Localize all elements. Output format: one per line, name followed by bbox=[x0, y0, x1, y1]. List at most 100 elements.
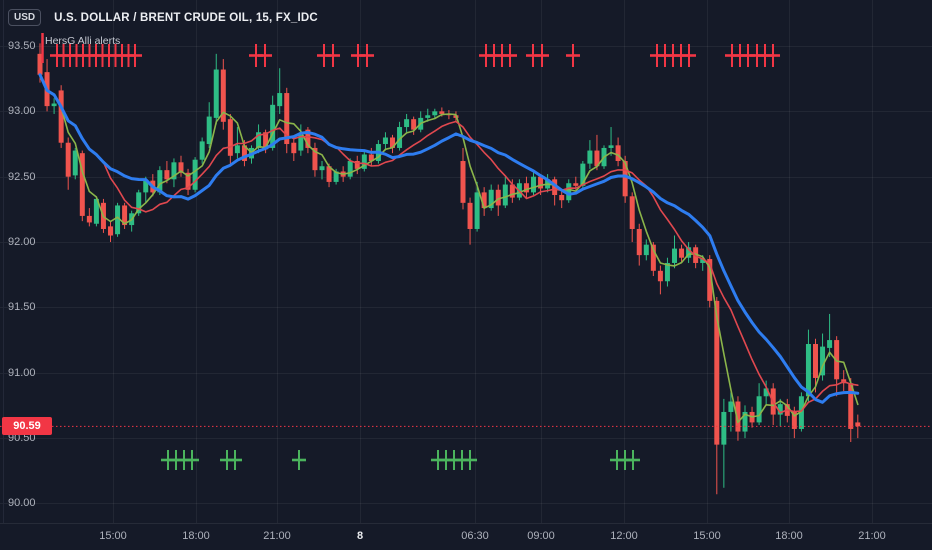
candle-body bbox=[404, 119, 410, 128]
candle-body bbox=[481, 192, 487, 209]
candle-body bbox=[51, 103, 57, 107]
candle-body bbox=[397, 127, 403, 148]
alert-marker-red bbox=[360, 44, 374, 67]
candle-body bbox=[213, 69, 219, 118]
candle-body bbox=[580, 163, 586, 186]
candle-body bbox=[474, 192, 480, 229]
alert-marker-red-group bbox=[50, 44, 780, 67]
candle bbox=[72, 147, 78, 180]
candle-body bbox=[333, 171, 339, 182]
candle bbox=[587, 140, 593, 169]
time-tick-label: 15:00 bbox=[99, 530, 127, 542]
symbol-title[interactable]: U.S. DOLLAR / BRENT CRUDE OIL, 15, FX_ID… bbox=[54, 11, 318, 24]
candle-body bbox=[488, 189, 494, 209]
candle-body bbox=[256, 132, 262, 148]
time-tick-label: 12:00 bbox=[610, 530, 638, 542]
candle-body bbox=[805, 343, 811, 397]
indicator-label[interactable]: HersG Alli alerts bbox=[45, 35, 121, 47]
candle-body bbox=[615, 145, 621, 162]
candle bbox=[672, 235, 677, 269]
candle bbox=[312, 142, 318, 177]
candle bbox=[594, 134, 600, 171]
candle-body bbox=[594, 150, 600, 167]
alert-marker-red bbox=[682, 44, 696, 67]
candle-body bbox=[855, 422, 861, 427]
candle bbox=[213, 53, 219, 125]
ma-line-medium bbox=[39, 74, 859, 414]
candle bbox=[481, 187, 487, 216]
candle-body bbox=[115, 205, 121, 235]
candle-body bbox=[199, 141, 205, 160]
candle-body bbox=[700, 259, 706, 263]
candle-body bbox=[220, 69, 226, 122]
candle-body bbox=[206, 116, 212, 145]
candle bbox=[488, 184, 494, 211]
candle-body bbox=[735, 401, 741, 432]
candle-body bbox=[368, 154, 374, 162]
candle-body bbox=[185, 172, 191, 190]
candle bbox=[185, 168, 191, 195]
candle-body bbox=[291, 142, 297, 154]
candle-body bbox=[143, 180, 149, 193]
candle-body bbox=[86, 215, 92, 223]
candle-body bbox=[509, 184, 515, 198]
candle-body bbox=[227, 119, 233, 156]
price-tick-label: 90.50 bbox=[8, 432, 36, 444]
candle bbox=[108, 221, 113, 243]
pane-left-border bbox=[3, 0, 4, 550]
candle bbox=[291, 137, 297, 162]
candle-body bbox=[657, 270, 663, 282]
price-tick-label: 92.00 bbox=[8, 236, 36, 248]
candle-body bbox=[566, 183, 572, 201]
candle bbox=[566, 179, 572, 203]
candle bbox=[319, 161, 325, 180]
alert-marker-red bbox=[766, 44, 780, 67]
candle bbox=[397, 121, 403, 151]
candle-body bbox=[354, 161, 360, 169]
candle bbox=[270, 95, 276, 151]
ma-line-fast bbox=[39, 74, 859, 424]
candle-body bbox=[756, 396, 762, 423]
candle-body bbox=[425, 115, 431, 118]
candle-body bbox=[664, 262, 670, 282]
candle bbox=[636, 223, 642, 266]
candle bbox=[404, 113, 410, 133]
candle-body bbox=[65, 142, 71, 177]
candle bbox=[756, 383, 762, 426]
alert-marker-red bbox=[326, 44, 340, 67]
candle-body bbox=[432, 111, 438, 116]
candle-body bbox=[411, 119, 417, 130]
candle bbox=[742, 405, 748, 439]
time-tick-label: 21:00 bbox=[263, 530, 291, 542]
alert-marker-green bbox=[463, 450, 477, 470]
candle bbox=[467, 197, 473, 245]
candle-body bbox=[382, 137, 388, 145]
candle bbox=[460, 147, 466, 210]
candle bbox=[418, 111, 424, 133]
candle-body bbox=[439, 111, 445, 114]
chart-header: USD U.S. DOLLAR / BRENT CRUDE OIL, 15, F… bbox=[8, 9, 318, 26]
candle-body bbox=[820, 346, 826, 376]
candle-body bbox=[763, 388, 769, 397]
candle-body bbox=[192, 159, 198, 190]
price-tick-label: 93.00 bbox=[8, 105, 36, 117]
candle-body bbox=[467, 202, 473, 229]
candle-body bbox=[122, 205, 128, 226]
currency-unit-badge[interactable]: USD bbox=[8, 9, 42, 26]
candle bbox=[178, 155, 184, 177]
candle bbox=[354, 155, 360, 175]
candle bbox=[256, 124, 262, 154]
candle bbox=[136, 189, 142, 216]
candle-body bbox=[284, 93, 290, 145]
candle-body bbox=[707, 259, 713, 301]
candle-body bbox=[305, 129, 311, 148]
candle bbox=[115, 202, 121, 237]
time-tick-label: 18:00 bbox=[775, 530, 803, 542]
price-tick-label: 92.50 bbox=[8, 171, 36, 183]
time-axis[interactable]: 15:00 18:00 21:00 8 06:30 09:00 12:00 15:00 18:0… bbox=[0, 523, 932, 550]
candle-body bbox=[171, 162, 177, 180]
candle bbox=[827, 313, 833, 358]
price-tick-label: 90.00 bbox=[8, 497, 36, 509]
